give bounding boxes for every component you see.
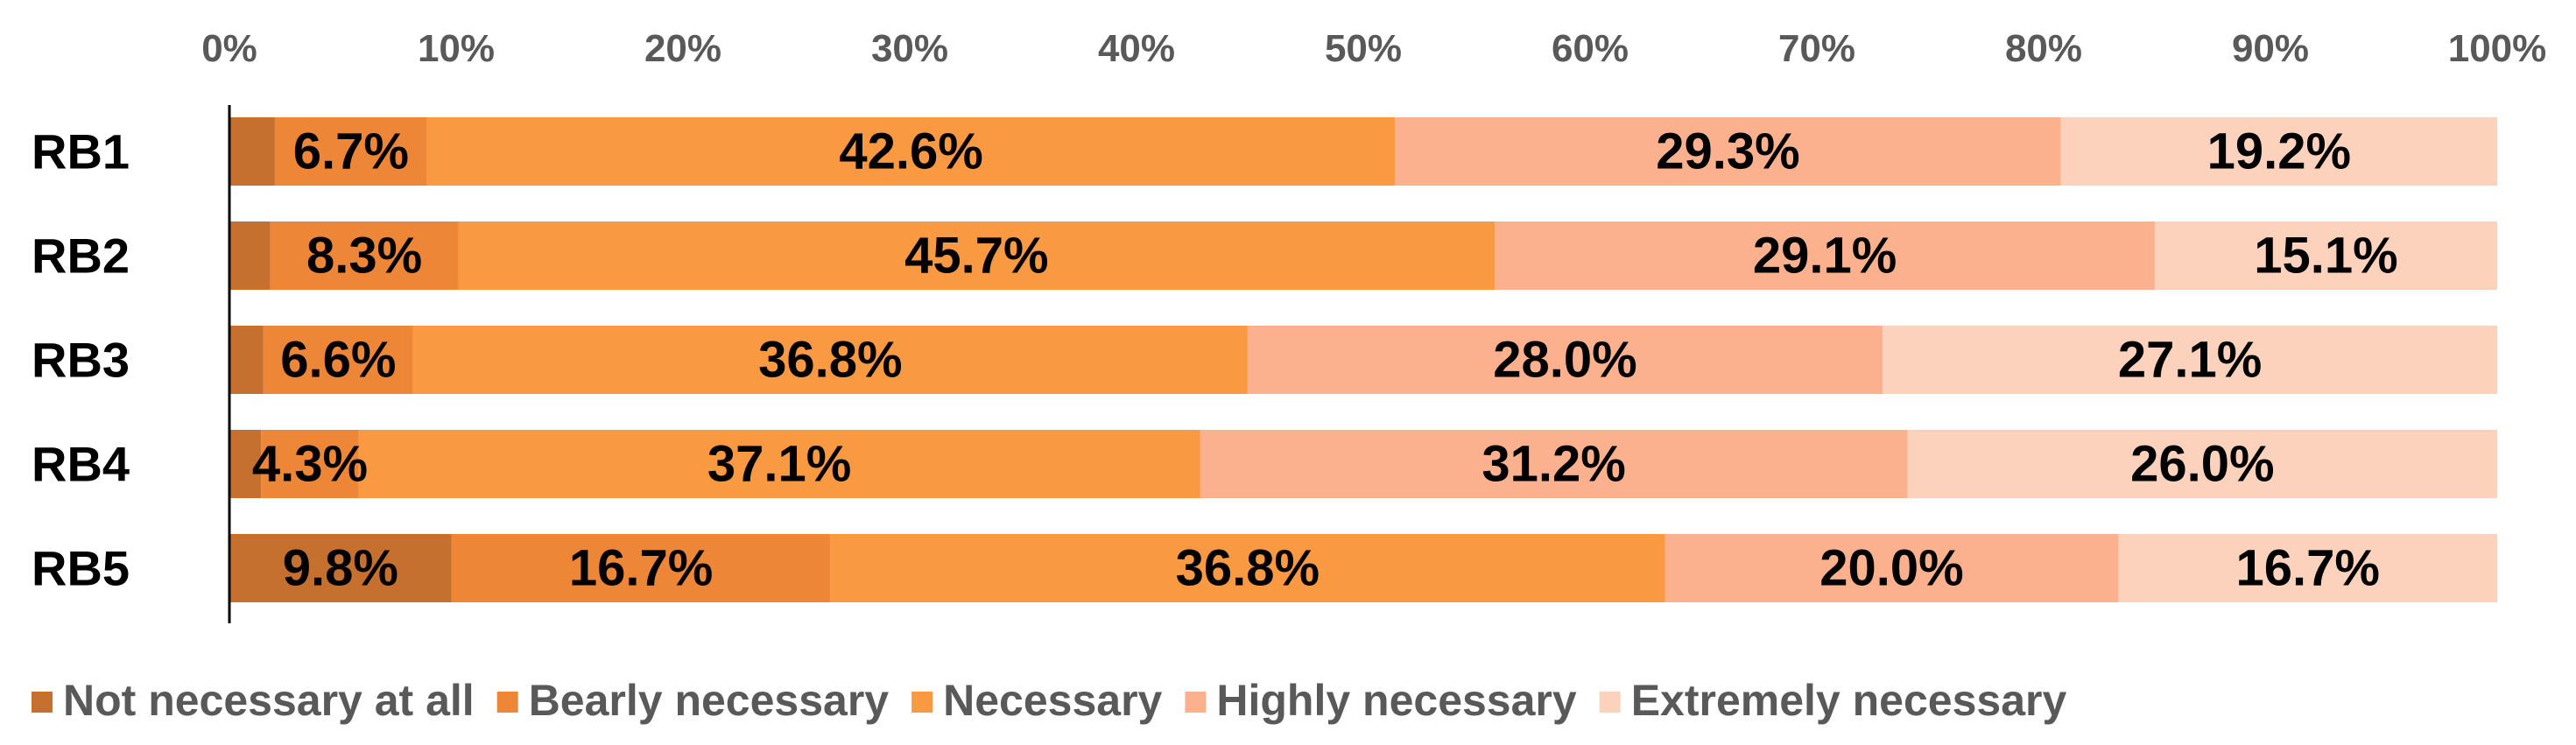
bars-layer bbox=[229, 117, 2497, 602]
category-label-rb1: RB1 bbox=[32, 124, 130, 179]
data-label-rb2-highly-necessary: 29.1% bbox=[1753, 228, 1897, 285]
bar-rb2-bearly-necessary bbox=[270, 221, 459, 290]
data-label-rb1-extremely-necessary: 19.2% bbox=[2207, 123, 2351, 180]
legend-item-bearly-necessary: Bearly necessary bbox=[496, 676, 890, 725]
data-label-rb4-necessary: 37.1% bbox=[707, 436, 851, 493]
data-label-rb3-bearly-necessary: 6.6% bbox=[280, 332, 396, 389]
data-label-rb1-highly-necessary: 29.3% bbox=[1656, 123, 1799, 180]
bar-rb4-necessary bbox=[358, 430, 1200, 498]
category-label-rb5: RB5 bbox=[32, 541, 130, 596]
bar-rb1-not-necessary-at-all bbox=[229, 117, 275, 186]
bar-rb5-not-necessary-at-all bbox=[229, 534, 452, 602]
legend-item-not-necessary-at-all: Not necessary at all bbox=[32, 676, 475, 725]
legend-swatch bbox=[1185, 692, 1207, 713]
x-tick-label: 100% bbox=[2448, 27, 2547, 70]
category-label-rb3: RB3 bbox=[32, 333, 130, 388]
bar-rb2-extremely-necessary bbox=[2154, 221, 2497, 290]
bar-rb1-bearly-necessary bbox=[274, 117, 427, 186]
bar-rb3-not-necessary-at-all bbox=[229, 326, 264, 394]
legend-item-extremely-necessary: Extremely necessary bbox=[1599, 676, 2067, 725]
x-tick-label: 50% bbox=[1325, 27, 1402, 70]
data-label-rb1-bearly-necessary: 6.7% bbox=[293, 123, 409, 180]
x-tick-label: 90% bbox=[2232, 27, 2309, 70]
bar-rb3-bearly-necessary bbox=[263, 326, 413, 394]
bar-rb5-highly-necessary bbox=[1665, 534, 2119, 602]
legend-swatch bbox=[1599, 692, 1621, 713]
x-tick-label: 80% bbox=[2005, 27, 2082, 70]
data-labels-layer: 6.7% 42.6% 29.3% 19.2% 8.3% 45.7% 29.1% 15.1% 6.… bbox=[252, 123, 2398, 597]
data-label-rb1-necessary: 42.6% bbox=[839, 123, 982, 180]
bar-rb3-highly-necessary bbox=[1247, 326, 1883, 394]
legend-item-highly-necessary: Highly necessary bbox=[1185, 676, 1577, 725]
category-label-rb2: RB2 bbox=[32, 228, 130, 284]
bar-rb1-extremely-necessary bbox=[2060, 117, 2497, 186]
legend-label: Highly necessary bbox=[1216, 676, 1577, 725]
legend-label: Extremely necessary bbox=[1631, 676, 2067, 725]
data-label-rb5-highly-necessary: 20.0% bbox=[1819, 540, 1963, 597]
bar-rb5-extremely-necessary bbox=[2118, 534, 2497, 602]
bar-rb4-extremely-necessary bbox=[1907, 430, 2497, 498]
data-label-rb4-bearly-necessary: 4.3% bbox=[252, 436, 368, 493]
x-tick-label: 70% bbox=[1778, 27, 1855, 70]
x-tick-label: 20% bbox=[644, 27, 721, 70]
x-tick-label: 0% bbox=[201, 27, 257, 70]
x-tick-label: 60% bbox=[1552, 27, 1629, 70]
legend-swatch bbox=[911, 692, 933, 713]
data-label-rb5-necessary: 36.8% bbox=[1176, 540, 1320, 597]
bar-rb4-bearly-necessary bbox=[261, 430, 359, 498]
bar-rb3-extremely-necessary bbox=[1883, 326, 2497, 394]
legend-label: Not necessary at all bbox=[63, 676, 475, 725]
x-tick-label: 30% bbox=[871, 27, 948, 70]
data-label-rb4-extremely-necessary: 26.0% bbox=[2130, 436, 2274, 493]
bar-rb2-necessary bbox=[458, 221, 1496, 290]
bar-rb1-necessary bbox=[426, 117, 1396, 186]
bar-rb5-necessary bbox=[830, 534, 1665, 602]
data-label-rb2-bearly-necessary: 8.3% bbox=[306, 228, 422, 285]
data-label-rb5-not-necessary-at-all: 9.8% bbox=[283, 540, 398, 597]
bar-rb4-highly-necessary bbox=[1200, 430, 1908, 498]
data-label-rb3-necessary: 36.8% bbox=[758, 332, 902, 389]
axis-layer: RB1 RB2 RB3 RB4 RB5 0% 10% 20% 30% 40% 50% 60% 70% 80… bbox=[32, 27, 2546, 623]
x-tick-label: 40% bbox=[1098, 27, 1175, 70]
legend-label: Necessary bbox=[943, 676, 1162, 725]
data-label-rb5-extremely-necessary: 16.7% bbox=[2236, 540, 2380, 597]
legend-swatch bbox=[32, 692, 53, 713]
data-label-rb2-extremely-necessary: 15.1% bbox=[2254, 228, 2397, 285]
bar-rb2-not-necessary-at-all bbox=[229, 221, 271, 290]
bar-rb5-bearly-necessary bbox=[451, 534, 831, 602]
legend-item-necessary: Necessary bbox=[911, 676, 1163, 725]
bar-rb1-highly-necessary bbox=[1395, 117, 2061, 186]
bar-rb2-highly-necessary bbox=[1495, 221, 2155, 290]
legend-label: Bearly necessary bbox=[529, 676, 890, 725]
legend: Not necessary at all Bearly necessary Nece… bbox=[32, 676, 2066, 725]
x-tick-label: 10% bbox=[418, 27, 495, 70]
legend-swatch bbox=[496, 692, 518, 713]
bar-rb4-not-necessary-at-all bbox=[229, 430, 262, 498]
data-label-rb2-necessary: 45.7% bbox=[904, 228, 1048, 285]
data-label-rb3-extremely-necessary: 27.1% bbox=[2118, 332, 2262, 389]
category-label-rb4: RB4 bbox=[32, 437, 130, 492]
data-label-rb4-highly-necessary: 31.2% bbox=[1482, 436, 1625, 493]
bar-rb3-necessary bbox=[412, 326, 1248, 394]
data-label-rb5-bearly-necessary: 16.7% bbox=[569, 540, 713, 597]
data-label-rb3-highly-necessary: 28.0% bbox=[1493, 332, 1636, 389]
